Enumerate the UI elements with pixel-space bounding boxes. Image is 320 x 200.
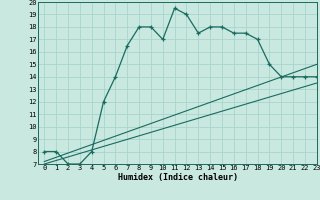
X-axis label: Humidex (Indice chaleur): Humidex (Indice chaleur) — [118, 173, 238, 182]
